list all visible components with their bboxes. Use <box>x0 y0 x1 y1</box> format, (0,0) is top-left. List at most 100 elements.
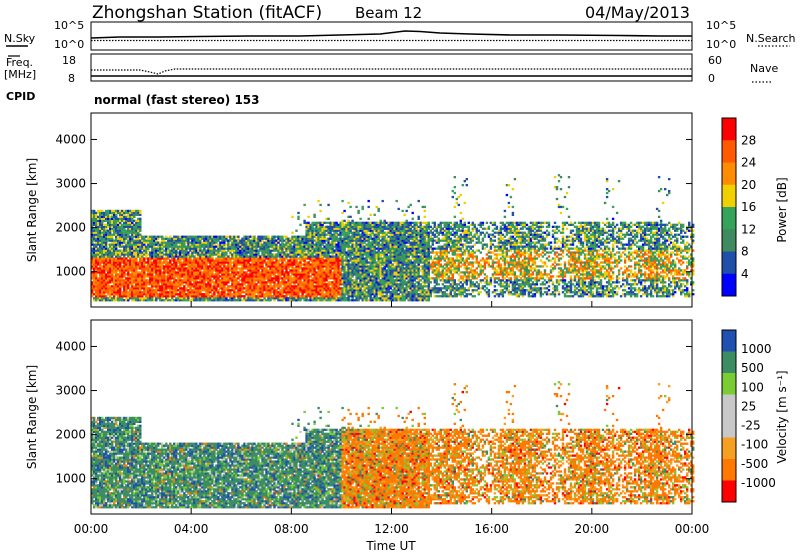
power-cell <box>183 291 186 294</box>
power-cell <box>159 271 162 274</box>
power-cell <box>193 277 196 280</box>
power-cell <box>207 291 210 294</box>
power-cell <box>331 253 334 256</box>
power-cell <box>187 297 190 300</box>
power-cell <box>143 235 146 238</box>
power-cell <box>153 245 156 248</box>
power-cell <box>217 271 220 274</box>
power-cell <box>171 275 174 278</box>
power-cell <box>269 283 272 286</box>
power-cell <box>119 295 122 298</box>
power-cell <box>209 245 212 248</box>
power-cell <box>207 273 210 276</box>
power-cell <box>135 241 138 244</box>
power-cell <box>193 263 196 266</box>
power-cell <box>221 239 224 242</box>
power-cell <box>109 225 112 228</box>
power-cell <box>101 291 104 294</box>
power-cell <box>161 291 164 294</box>
power-cell <box>105 225 108 228</box>
power-cell <box>239 241 242 244</box>
power-cell <box>113 277 116 280</box>
power-cell <box>359 253 362 256</box>
power-cell <box>135 243 138 246</box>
power-cell <box>137 297 140 300</box>
power-cell <box>105 223 108 226</box>
power-cell <box>347 233 350 236</box>
power-cell <box>149 283 152 286</box>
power-cell <box>167 279 170 282</box>
power-cell <box>207 259 210 262</box>
power-cell <box>193 299 196 302</box>
power-cell <box>359 297 362 300</box>
power-cell <box>129 261 132 264</box>
power-cell <box>161 255 164 258</box>
power-cell <box>131 209 134 213</box>
power-cell <box>191 251 194 254</box>
power-cell <box>181 271 184 274</box>
power-cell <box>143 285 146 288</box>
power-cell <box>131 277 134 280</box>
power-cell <box>183 281 186 284</box>
power-cell <box>171 271 174 274</box>
power-cell <box>175 275 178 278</box>
power-cell <box>167 255 170 258</box>
power-cell <box>133 271 136 274</box>
power-cell <box>107 271 110 274</box>
power-cell <box>139 221 142 224</box>
power-cell <box>99 239 102 242</box>
power-cell <box>215 277 218 280</box>
power-cell <box>225 277 228 280</box>
power-cell <box>111 247 114 250</box>
power-cell <box>125 217 128 220</box>
power-cell <box>209 241 212 244</box>
power-cell <box>167 261 170 264</box>
power-cell <box>299 245 302 248</box>
power-cell <box>221 273 224 276</box>
power-cell <box>181 243 184 246</box>
power-cell <box>115 277 118 280</box>
power-cell <box>185 263 188 266</box>
power-cell <box>181 269 184 272</box>
power-cell <box>119 263 122 266</box>
power-cell <box>127 249 130 252</box>
power-cell <box>195 291 198 294</box>
power-cell <box>91 223 94 226</box>
power-cell <box>181 247 184 250</box>
power-cell <box>131 257 134 260</box>
power-cell <box>165 291 168 294</box>
power-cell <box>169 235 172 238</box>
power-cell <box>213 267 216 270</box>
power-cell <box>211 265 214 268</box>
power-cell <box>183 237 186 240</box>
power-cell <box>201 235 204 238</box>
power-cell <box>113 241 116 244</box>
power-cell <box>103 255 106 258</box>
power-cell <box>99 233 102 236</box>
power-cell <box>189 235 192 238</box>
power-cell <box>197 273 200 276</box>
power-cell <box>101 229 104 232</box>
power-cell <box>105 257 108 260</box>
power-cell <box>135 281 138 284</box>
power-cell <box>111 297 114 300</box>
power-cell <box>165 247 168 250</box>
power-cell <box>217 243 220 246</box>
power-cell <box>161 263 164 266</box>
power-cell <box>145 281 148 284</box>
power-cell <box>199 295 202 298</box>
power-cell <box>121 249 124 252</box>
power-cell <box>299 287 302 290</box>
power-cell <box>127 223 130 226</box>
power-cell <box>177 245 180 248</box>
power-cell <box>189 247 192 250</box>
power-cell <box>101 245 104 248</box>
power-cell <box>175 253 178 256</box>
power-cell <box>211 279 214 282</box>
power-cell <box>139 217 142 220</box>
power-cell <box>223 237 226 240</box>
power-cell <box>283 279 286 282</box>
power-cell <box>239 261 242 264</box>
power-cell <box>101 251 104 254</box>
power-cell <box>159 297 162 300</box>
